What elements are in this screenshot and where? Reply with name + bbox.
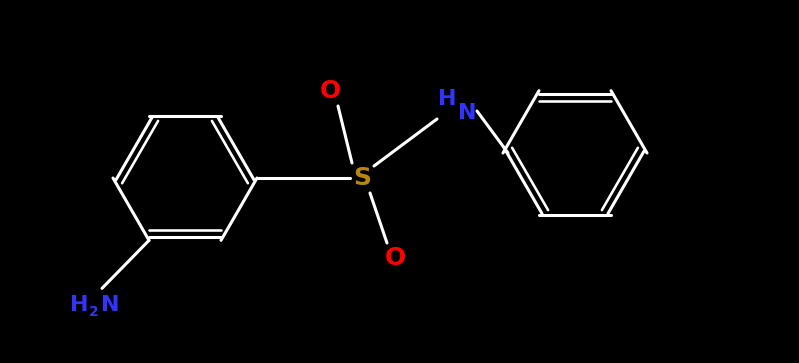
Text: 2: 2 — [89, 305, 99, 319]
Text: O: O — [320, 79, 340, 103]
Text: H: H — [70, 295, 88, 315]
Text: N: N — [458, 103, 476, 123]
Text: N: N — [101, 295, 119, 315]
Text: O: O — [384, 246, 406, 270]
Text: H: H — [438, 89, 456, 109]
Text: S: S — [353, 166, 371, 190]
